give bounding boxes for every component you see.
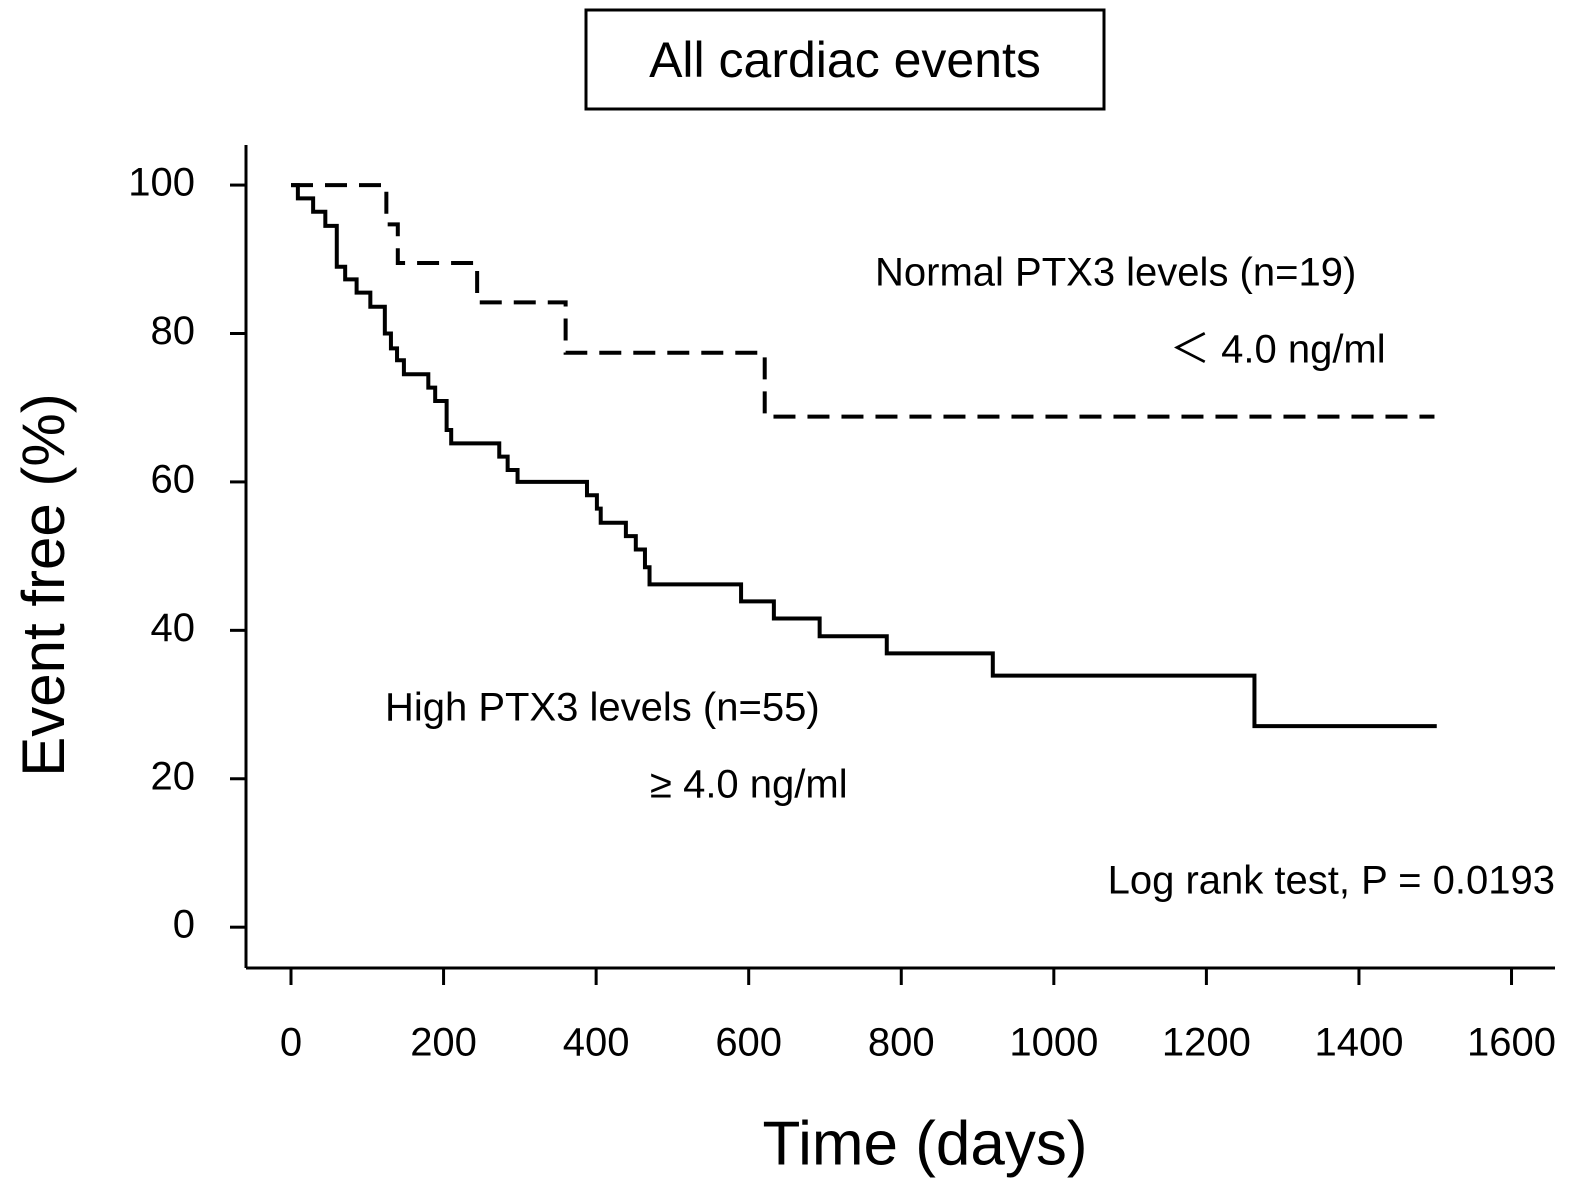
y-tick-label: 80 bbox=[151, 309, 196, 353]
x-tick-label: 600 bbox=[715, 1021, 782, 1065]
x-tick-label: 0 bbox=[280, 1021, 302, 1065]
x-tick-label: 1400 bbox=[1314, 1021, 1403, 1065]
x-tick-label: 1600 bbox=[1467, 1021, 1556, 1065]
x-tick-label: 400 bbox=[563, 1021, 630, 1065]
survival-curve bbox=[291, 183, 1435, 419]
y-tick-label: 0 bbox=[173, 903, 195, 947]
x-tick-label: 1000 bbox=[1009, 1021, 1098, 1065]
annotation: Log rank test, P = 0.0193 bbox=[1108, 859, 1555, 903]
series-label: Normal PTX3 levels (n=19) bbox=[875, 251, 1356, 295]
chart-title: All cardiac events bbox=[649, 32, 1041, 88]
y-axis-label: Event free (%) bbox=[10, 393, 77, 776]
y-tick-label: 20 bbox=[151, 754, 196, 798]
series-label: High PTX3 levels (n=55) bbox=[385, 686, 820, 730]
x-tick-label: 200 bbox=[410, 1021, 477, 1065]
threshold-label: ≥ 4.0 ng/ml bbox=[650, 763, 848, 807]
x-tick-label: 800 bbox=[868, 1021, 935, 1065]
y-tick-label: 40 bbox=[151, 606, 196, 650]
y-tick-label: 60 bbox=[151, 457, 196, 501]
x-tick-label: 1200 bbox=[1162, 1021, 1251, 1065]
survival-curve bbox=[291, 183, 1437, 729]
y-tick-label: 100 bbox=[128, 161, 195, 205]
threshold-label: ＜ 4.0 ng/ml bbox=[1170, 328, 1386, 372]
title-box bbox=[584, 8, 1106, 111]
x-axis-label: Time (days) bbox=[763, 1109, 1088, 1178]
